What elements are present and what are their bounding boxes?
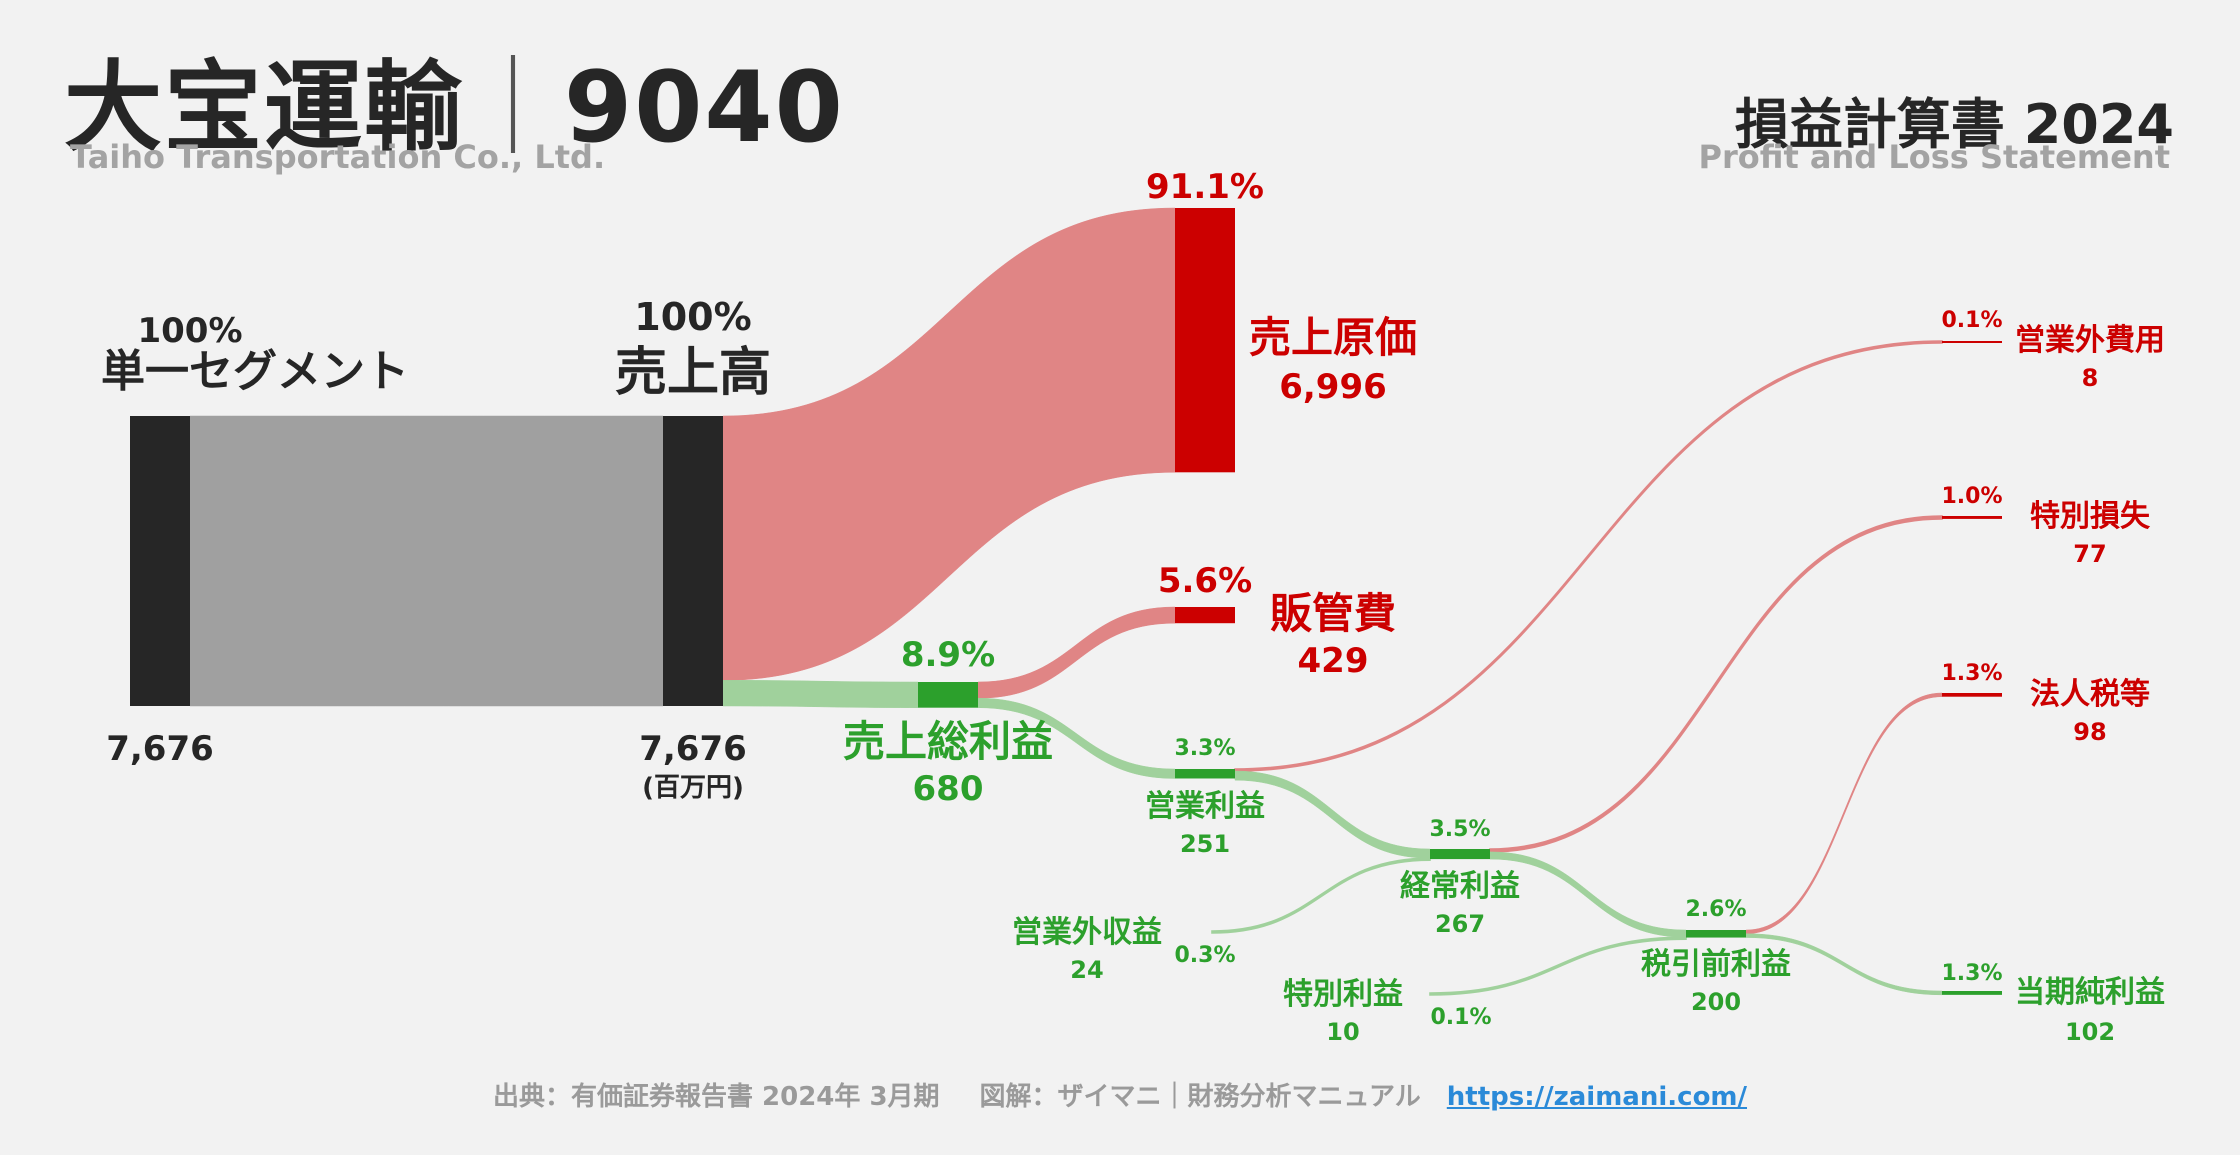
value-label-cogs: 6,996 (1279, 367, 1387, 407)
pct-label-pretax: 2.6% (1685, 897, 1746, 922)
pct-label-tax: 1.3% (1941, 661, 2002, 686)
value-label-ordinary: 267 (1435, 910, 1485, 938)
name-label-sga: 販管費 (1270, 589, 1396, 638)
sankey-nodes (130, 208, 2002, 995)
node-sga (1175, 607, 1235, 624)
name-label-gross: 売上総利益 (843, 717, 1053, 766)
pct-label-ordinary: 3.5% (1429, 817, 1490, 842)
name-label-pretax: 税引前利益 (1641, 947, 1791, 982)
pct-label-ext-loss: 1.0% (1941, 484, 2002, 509)
pct-label-gross: 8.9% (901, 635, 995, 675)
value-label-revenue: 7,676 (639, 729, 747, 769)
pct-label-net: 1.3% (1941, 961, 2002, 986)
node-revenue (663, 416, 723, 706)
node-segment (130, 416, 190, 706)
node-gross (918, 682, 978, 708)
value-label-nonop-exp: 8 (2082, 364, 2099, 392)
name-label-tax: 法人税等 (2030, 677, 2150, 712)
link-revenue-cogs (722, 207, 1176, 681)
value-label-nonop-inc: 24 (1070, 956, 1103, 984)
footer-credit: 図解：ザイマニ｜財務分析マニュアル (979, 1082, 1421, 1112)
name-label-op: 営業利益 (1145, 789, 1265, 824)
footer-link[interactable]: https://zaimani.com/ (1446, 1082, 1748, 1112)
node-ext_loss (1942, 516, 2002, 519)
link-ext_gain-pretax (1429, 936, 1687, 996)
company-name-en: Taiho Transportation Co., Ltd. (70, 138, 606, 176)
node-ordinary (1430, 849, 1490, 860)
pct-label-nonop-exp: 0.1% (1941, 308, 2002, 333)
pct-label-sga: 5.6% (1158, 561, 1252, 601)
sankey-links (189, 207, 1943, 996)
pct-label-segment: 100% (137, 311, 242, 351)
node-tax (1942, 693, 2002, 697)
node-nonop_exp (1942, 341, 2002, 343)
sankey-labels: 100%単一セグメント7,676100%売上高7,676(百万円)91.1%売上… (101, 167, 2165, 1046)
pct-label-ext-gain: 0.1% (1430, 1005, 1491, 1030)
link-gross-sga (977, 606, 1176, 699)
name-label-ext-loss: 特別損失 (2030, 499, 2151, 534)
name-label-nonop-inc: 営業外収益 (1012, 915, 1162, 950)
link-segment-revenue (189, 415, 664, 707)
pct-label-nonop-inc: 0.3% (1174, 943, 1235, 968)
value-label-net: 102 (2065, 1018, 2115, 1046)
name-label-nonop-exp: 営業外費用 (2015, 323, 2165, 358)
value-label-sga: 429 (1298, 641, 1369, 681)
name-label-segment: 単一セグメント (101, 346, 409, 397)
node-net (1942, 991, 2002, 995)
link-ordinary-ext_loss (1489, 515, 1943, 853)
node-cogs (1175, 208, 1235, 473)
value-label-ext-loss: 77 (2073, 540, 2106, 568)
link-pretax-tax (1745, 692, 1943, 934)
value-label-tax: 98 (2073, 718, 2106, 746)
name-label-revenue: 売上高 (615, 343, 771, 403)
pct-label-op: 3.3% (1174, 736, 1235, 761)
value-label-op: 251 (1180, 830, 1230, 858)
footer: 出典：有価証券報告書 2024年 3月期 図解：ザイマニ｜財務分析マニュアル htt… (0, 1076, 2240, 1113)
node-op (1175, 769, 1235, 779)
pct-label-revenue: 100% (634, 295, 751, 339)
statement-title-en: Profit and Loss Statement (1698, 138, 2170, 176)
name-label-ordinary: 経常利益 (1400, 869, 1520, 904)
title-separator: ｜ (464, 51, 565, 165)
company-name: 大宝運輸 (64, 51, 465, 165)
value-label-gross: 680 (913, 769, 984, 809)
unit-label: (百万円) (642, 773, 744, 803)
value-label-pretax: 200 (1691, 988, 1741, 1016)
link-gross-op (977, 697, 1176, 779)
link-pretax-net (1745, 933, 1943, 996)
link-revenue-gross (722, 680, 919, 708)
company-title: 大宝運輸｜9040 (64, 28, 845, 170)
statement-title: 損益計算書 2024 (1734, 93, 2174, 156)
value-label-ext-gain: 10 (1326, 1018, 1359, 1046)
pct-label-cogs: 91.1% (1146, 167, 1264, 207)
stock-code: 9040 (564, 51, 845, 165)
name-label-net: 当期純利益 (2015, 975, 2165, 1010)
link-nonop_inc-ordinary (1211, 857, 1431, 934)
value-label-segment: 7,676 (106, 729, 214, 769)
footer-source: 出典：有価証券報告書 2024年 3月期 (492, 1082, 940, 1112)
name-label-cogs: 売上原価 (1249, 313, 1417, 362)
node-pretax (1686, 930, 1746, 938)
name-label-ext-gain: 特別利益 (1283, 977, 1403, 1012)
